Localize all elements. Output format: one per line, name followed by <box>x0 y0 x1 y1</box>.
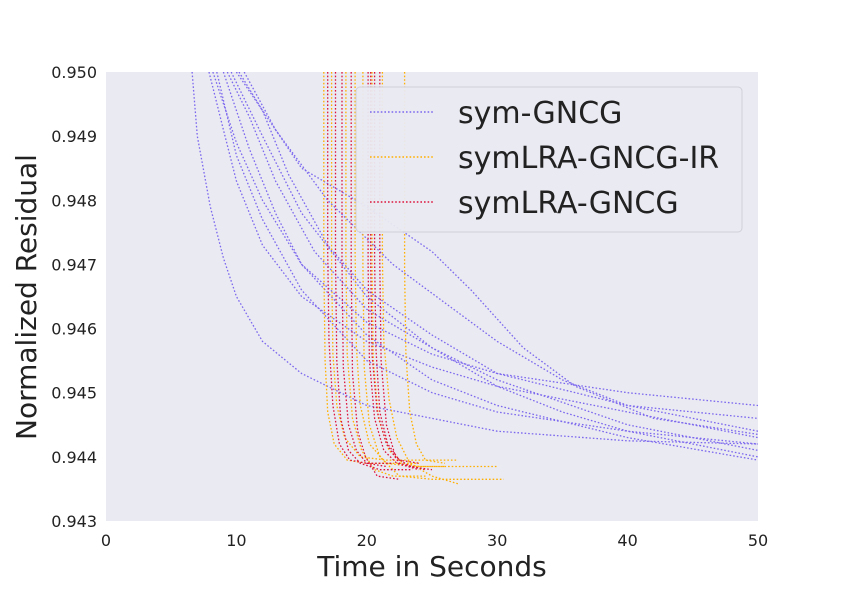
series-line <box>373 72 420 464</box>
series-line <box>226 72 758 452</box>
series-line <box>238 72 758 436</box>
series-line <box>334 72 413 471</box>
series-line <box>341 72 387 468</box>
series-line <box>230 72 758 458</box>
series-line <box>330 72 459 461</box>
x-tick-label: 40 <box>617 531 637 550</box>
series-line <box>243 72 758 432</box>
y-tick-label: 0.947 <box>51 255 97 274</box>
legend-box <box>355 86 743 233</box>
y-axis-ticks: 0.943 0.944 0.945 0.946 0.947 0.948 0.949 0.950 <box>51 63 97 531</box>
series-line <box>323 72 419 464</box>
y-tick-label: 0.950 <box>51 63 97 82</box>
series-line <box>362 72 504 480</box>
series-line <box>367 72 420 471</box>
x-tick-label: 10 <box>226 531 246 550</box>
y-tick-label: 0.945 <box>51 384 97 403</box>
legend-label: symLRA-GNCG-IR <box>458 141 719 176</box>
series-symlra-gncg-ir <box>323 72 504 485</box>
series-line <box>235 72 758 420</box>
series-sym-gncg <box>191 72 758 461</box>
y-tick-label: 0.949 <box>51 127 97 146</box>
x-tick-label: 20 <box>357 531 377 550</box>
series-line <box>381 72 459 485</box>
series-line <box>191 72 758 445</box>
y-tick-label: 0.948 <box>51 191 97 210</box>
legend-label: symLRA-GNCG <box>458 186 679 221</box>
series-line <box>403 72 446 464</box>
series-line <box>354 72 498 468</box>
series-line <box>350 72 400 480</box>
x-tick-label: 0 <box>101 531 111 550</box>
x-tick-label: 30 <box>487 531 507 550</box>
series-line <box>216 72 758 445</box>
y-tick-label: 0.944 <box>51 448 97 467</box>
series-line <box>208 72 758 439</box>
legend-label: sym-GNCG <box>458 96 622 131</box>
series-line <box>370 72 426 471</box>
series-line <box>345 72 426 477</box>
series-line <box>212 72 758 407</box>
y-tick-label: 0.943 <box>51 512 97 531</box>
y-tick-label: 0.946 <box>51 320 97 339</box>
series-line <box>327 72 393 464</box>
series-symlra-gncg <box>327 72 433 480</box>
x-axis-ticks: 0 10 20 30 40 50 <box>101 531 768 550</box>
x-tick-label: 50 <box>748 531 768 550</box>
legend: sym-GNCG symLRA-GNCG-IR symLRA-GNCG <box>355 86 743 233</box>
x-axis-label: Time in Seconds <box>316 550 546 583</box>
y-axis-label: Normalized Residual <box>10 154 43 440</box>
series-layer <box>191 72 758 485</box>
